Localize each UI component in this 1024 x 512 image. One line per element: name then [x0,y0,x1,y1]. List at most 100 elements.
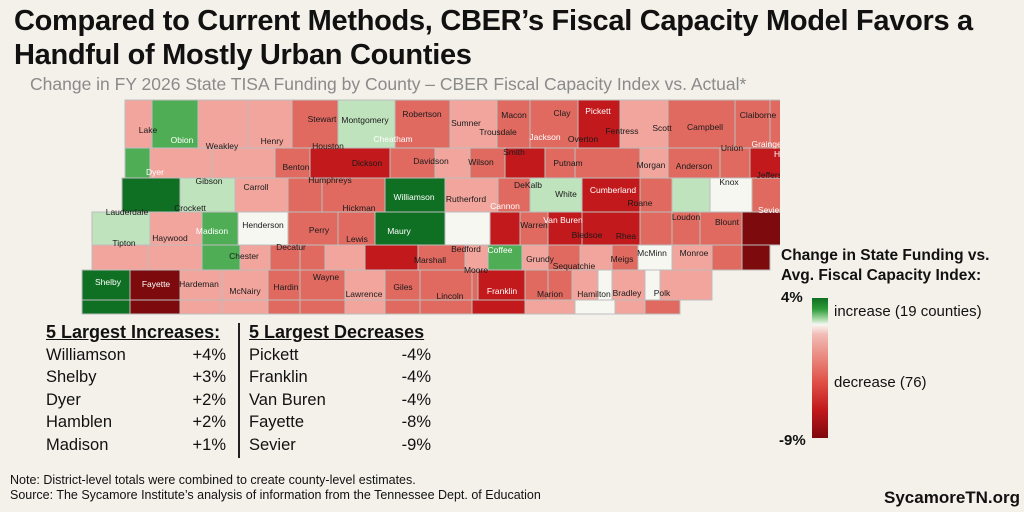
county-name: Franklin [249,368,308,386]
county-hardeman [179,299,223,315]
county-label: Coffee [488,245,513,255]
county-cheatham [309,147,391,179]
county-perry [287,211,339,246]
legend-min-label: -9% [779,432,806,449]
county-roane [639,211,673,246]
county-white [519,211,549,246]
county-label: Trousdale [479,127,517,137]
county-label: Perry [309,225,330,235]
county-fentress [574,147,641,179]
county-tipton [91,244,149,271]
table-row: Williamson +4% [46,344,226,367]
county-label: Wayne [313,272,339,282]
county-label: Humphreys [308,175,351,185]
county-label: Houston [312,141,344,151]
county-label: Shelby [95,277,122,287]
legend-max-label: 4% [781,289,803,306]
largest-increases-table: 5 Largest Increases: Williamson +4% Shelb… [46,321,226,456]
county-label: Benton [283,162,310,172]
tennessee-county-map: Lake Obion Weakley Henry Stewart Montgomery Ro… [81,99,780,315]
county-label: Henderson [242,220,284,230]
county-label: Overton [568,134,599,144]
county-scott [619,99,669,149]
county-hancock [769,99,780,149]
county-label: Van Buren [543,215,583,225]
county-label: Putnam [553,158,582,168]
source-text: Source: The Sycamore Institute’s analysi… [10,488,541,502]
county-hamilton [574,299,616,315]
table-row: Franklin -4% [249,366,431,389]
county-morgan [639,177,673,213]
table-row: Madison +1% [46,434,226,457]
footnote: Note: District-level totals were combine… [10,473,541,503]
county-label: Lincoln [437,291,464,301]
legend-title-line-2: Avg. Fiscal Capacity Index: [781,267,982,284]
county-label: Jefferson [757,170,780,180]
county-label: Scott [652,123,672,133]
county-label: Monroe [680,248,709,258]
county-change: -4% [401,345,431,364]
county-name: Dyer [46,390,81,409]
county-label: Obion [171,135,194,145]
county-label: Williamson [393,192,434,202]
county-lake [124,99,153,149]
county-label: White [555,189,577,199]
county-label: Jackson [529,132,560,142]
county-sevier [741,244,771,271]
county-shapes [81,99,780,315]
county-label: Sevier [758,205,780,215]
county-lauderdale [91,211,151,246]
table-row: Pickett -4% [249,344,431,367]
county-jefferson [751,177,780,213]
county-label: Cheatham [373,134,412,144]
county-sumner [449,99,498,149]
county-label: Maury [387,226,411,236]
county-label: Grundy [526,254,555,264]
county-change: +4% [192,345,226,364]
largest-decreases-table: 5 Largest Decreases Pickett -4% Franklin -… [249,321,431,456]
county-label: Weakley [206,141,239,151]
county-williamson [374,211,446,246]
county-label: Bradley [613,288,643,298]
county-montgomery [337,99,396,149]
legend-decrease-label: decrease (76) [834,374,927,391]
county-blount [711,244,743,271]
county-labels: Lake Obion Weakley Henry Stewart Montgomery Ro… [95,106,780,301]
table-row: Van Buren -4% [249,389,431,412]
county-change: +2% [192,390,226,409]
brand-logo-text: SycamoreTN.org [884,488,1021,507]
county-label: Dickson [352,158,383,168]
county-wayne [299,269,346,301]
table-row: Sevier -9% [249,434,431,457]
table-row: Fayette -8% [249,411,431,434]
county-label: Grainger [751,139,780,149]
county-pickett [577,99,621,149]
county-campbell [667,99,736,149]
county-change: +3% [192,368,226,386]
county-name: Madison [46,435,109,454]
county-label: Cumberland [590,185,637,195]
county-polk [644,299,681,315]
county-label: Franklin [487,286,518,296]
increases-header: 5 Largest Increases: [46,322,221,342]
county-name: Hamblen [46,413,113,431]
county-label: Dyer [146,167,164,177]
county-label: Crockett [174,203,206,213]
county-label: Hancock [779,106,780,116]
county-madison [201,211,239,246]
county-benton [287,177,323,213]
county-grainger [749,147,780,179]
note-text: Note: District-level totals were combine… [10,473,416,487]
county-label: Blount [715,217,740,227]
county-label: Loudon [672,212,701,222]
county-houston [274,147,311,179]
county-label: Hamilton [577,289,611,299]
county-name: Pickett [249,345,299,364]
county-meigs [611,244,639,271]
county-label: McMinn [637,248,667,258]
county-maury [364,244,419,271]
county-label: Hardeman [179,279,219,289]
county-change: +1% [192,435,226,454]
county-label: Knox [719,177,739,187]
county-weakley [149,147,213,179]
